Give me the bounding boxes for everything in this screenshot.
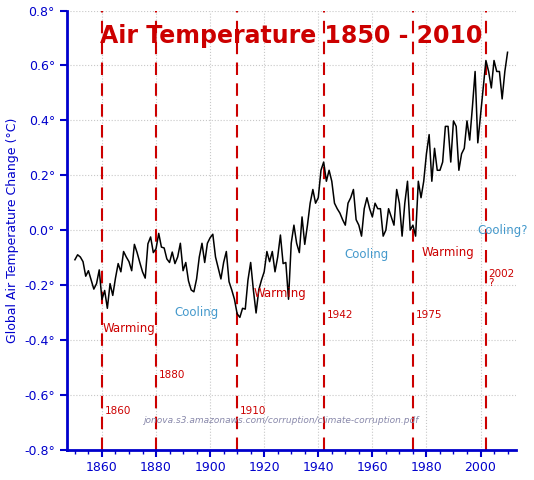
Text: 1910: 1910 — [240, 406, 266, 416]
Text: 1860: 1860 — [105, 406, 131, 416]
Text: Warming: Warming — [422, 246, 474, 259]
Text: 1880: 1880 — [159, 370, 185, 380]
Text: Cooling?: Cooling? — [477, 224, 528, 237]
Y-axis label: Global Air Temperature Change (°C): Global Air Temperature Change (°C) — [5, 118, 19, 343]
Text: 2002
?: 2002 ? — [489, 268, 515, 288]
Text: Cooling: Cooling — [175, 306, 219, 319]
Text: Warming: Warming — [103, 323, 155, 336]
Text: 1975: 1975 — [415, 310, 442, 320]
Text: Air Temperature 1850 - 2010: Air Temperature 1850 - 2010 — [100, 24, 482, 48]
Text: jonova.s3.amazonaws.com/corruption/climate-corruption.pdf: jonova.s3.amazonaws.com/corruption/clima… — [143, 417, 419, 425]
Text: Warming: Warming — [254, 287, 307, 300]
Text: Cooling: Cooling — [345, 248, 389, 261]
Text: 1942: 1942 — [326, 310, 353, 320]
